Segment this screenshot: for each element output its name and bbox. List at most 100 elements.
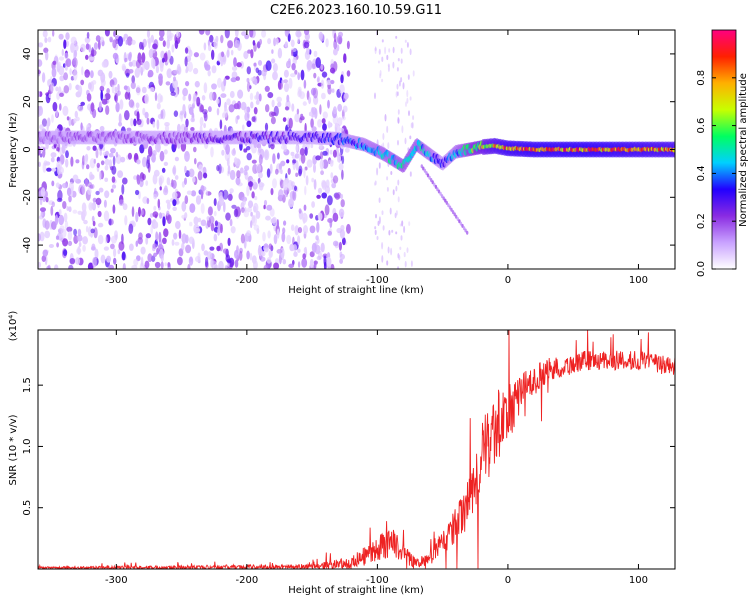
heatmap-cell xyxy=(117,170,124,179)
heatmap-cell xyxy=(343,53,347,63)
heatmap-cell xyxy=(165,81,171,86)
heatmap-cell xyxy=(58,209,62,216)
heatmap-cell xyxy=(395,35,398,39)
heatmap-cell xyxy=(106,88,110,94)
heatmap-cell xyxy=(203,82,208,94)
heatmap-cell xyxy=(174,40,179,49)
heatmap-cell xyxy=(277,101,282,108)
heatmap-cell xyxy=(56,197,63,203)
heatmap-cell xyxy=(311,242,317,253)
heatmap-cell xyxy=(69,258,76,265)
heatmap-cell xyxy=(85,43,90,50)
heatmap-cell xyxy=(203,250,209,256)
heatmap-cell xyxy=(397,179,400,186)
heatmap-cell xyxy=(303,41,310,49)
heatmap-cell xyxy=(110,235,117,244)
heatmap-cell xyxy=(271,58,276,64)
heatmap-cell xyxy=(392,46,395,54)
heatmap-cell xyxy=(100,160,105,166)
heatmap-cell xyxy=(261,69,267,77)
heatmap-cell xyxy=(55,182,60,188)
heatmap-cell xyxy=(398,254,401,261)
heatmap-cell xyxy=(211,49,215,60)
heatmap-cell xyxy=(226,98,231,106)
heatmap-cell xyxy=(284,106,290,111)
heatmap-cell xyxy=(246,66,251,75)
heatmap-cell xyxy=(72,58,77,66)
heatmap-cell xyxy=(250,211,253,217)
heatmap-cell xyxy=(173,232,178,240)
heatmap-cell xyxy=(346,223,351,234)
heatmap-cell xyxy=(311,126,317,132)
y-tick-label: 20 xyxy=(22,95,33,108)
heatmap-cell xyxy=(220,223,223,234)
heatmap-cell xyxy=(136,111,140,122)
heatmap-cell xyxy=(406,89,409,98)
heatmap-cell xyxy=(398,80,401,87)
heatmap-cell xyxy=(246,146,251,151)
heatmap-cell xyxy=(211,260,217,269)
heatmap-cell xyxy=(378,48,381,55)
heatmap-cell xyxy=(194,158,197,165)
heatmap-cell xyxy=(303,204,307,211)
heatmap-cell xyxy=(400,47,403,54)
heatmap-cell xyxy=(66,206,69,211)
heatmap-cell xyxy=(203,112,208,122)
heatmap-cell xyxy=(203,172,208,179)
heatmap-cell xyxy=(433,182,436,187)
heatmap-cell xyxy=(148,48,154,59)
heatmap-cell xyxy=(205,30,211,36)
heatmap-cell xyxy=(272,178,277,189)
heatmap-cell xyxy=(451,210,455,215)
heatmap-cell xyxy=(182,87,189,97)
heatmap-cell xyxy=(51,67,57,78)
heatmap-cell xyxy=(205,190,208,196)
heatmap-cell xyxy=(295,30,302,38)
heatmap-cell xyxy=(327,218,333,223)
heatmap-cell xyxy=(309,225,316,234)
heatmap-cell xyxy=(63,72,68,81)
heatmap-cell xyxy=(300,69,305,81)
heatmap-cell xyxy=(217,77,222,88)
heatmap-cell xyxy=(166,177,171,186)
heatmap-cell xyxy=(61,182,68,189)
heatmap-cell xyxy=(445,200,448,205)
heatmap-cell xyxy=(318,31,323,41)
heatmap-cell xyxy=(147,69,154,78)
heatmap-cell xyxy=(333,48,338,56)
heatmap-cell xyxy=(100,254,106,264)
heatmap-cell xyxy=(154,261,161,269)
heatmap-cell xyxy=(113,257,117,265)
heatmap-cell xyxy=(374,182,376,186)
heatmap-cell xyxy=(133,118,137,127)
heatmap-cell xyxy=(381,56,384,62)
heatmap-cell xyxy=(250,49,254,59)
heatmap-cell xyxy=(327,195,333,206)
y-tick-label: 0 xyxy=(22,146,33,152)
heatmap-cell xyxy=(135,189,140,196)
heatmap-cell xyxy=(58,214,65,226)
y-tick-label: 1.5 xyxy=(22,377,33,393)
heatmap-cell xyxy=(135,211,139,223)
heatmap-cell xyxy=(92,257,97,268)
heatmap-cell xyxy=(171,44,175,53)
heatmap-cell xyxy=(339,84,345,94)
heatmap-cell xyxy=(246,250,250,260)
heatmap-cell xyxy=(172,179,177,189)
heatmap-cell xyxy=(267,38,272,45)
colorbar-tick-label: 0.0 xyxy=(696,261,707,277)
heatmap-cell xyxy=(211,65,217,74)
heatmap-cell xyxy=(93,227,98,239)
heatmap-cell xyxy=(164,262,167,267)
heatmap-cell xyxy=(164,124,170,132)
heatmap-cell xyxy=(72,69,78,81)
heatmap-cell xyxy=(172,199,177,207)
heatmap-cell xyxy=(72,174,79,182)
heatmap-cell xyxy=(283,79,289,84)
heatmap-cell xyxy=(92,145,97,151)
heatmap-cell xyxy=(341,155,345,165)
heatmap-cell xyxy=(185,234,189,244)
heatmap-cell xyxy=(300,153,306,164)
heatmap-cell xyxy=(108,159,113,169)
heatmap-cell xyxy=(233,208,239,218)
